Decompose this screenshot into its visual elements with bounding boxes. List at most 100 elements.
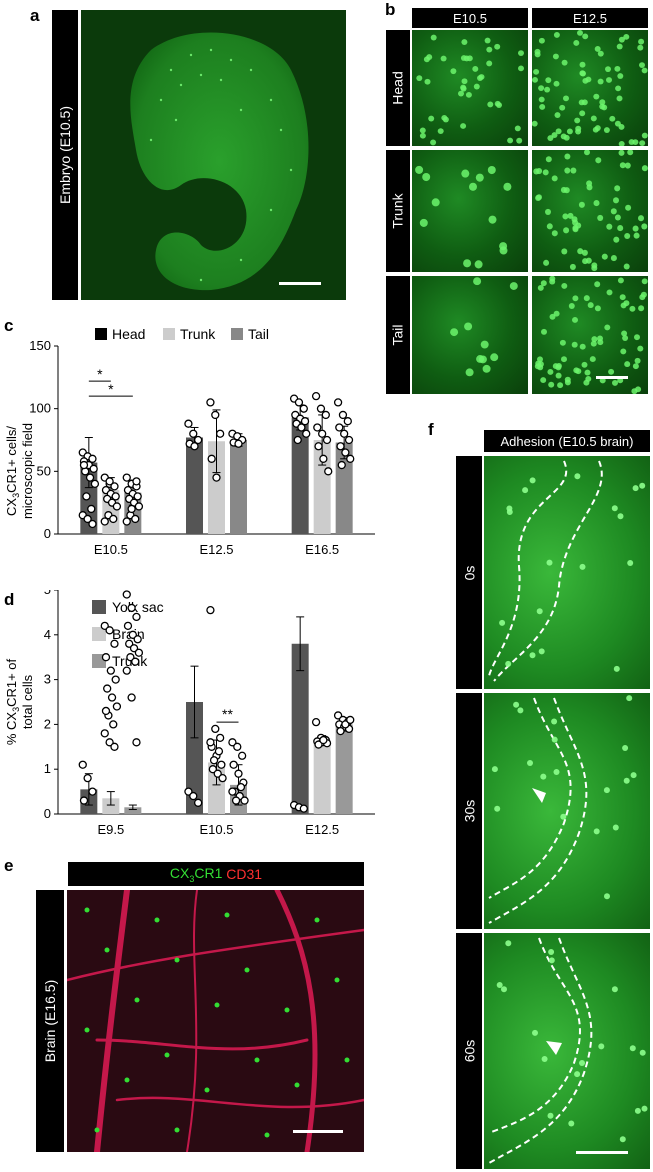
cell-dot bbox=[501, 986, 507, 993]
y-tick-label: 50 bbox=[37, 463, 51, 478]
data-point bbox=[82, 492, 91, 501]
cell-dot bbox=[484, 37, 491, 44]
data-point bbox=[83, 514, 92, 524]
panel-e-side-label-text: Brain (E16.5) bbox=[42, 979, 59, 1063]
scale-bar bbox=[279, 282, 321, 285]
cell-dot bbox=[578, 201, 585, 208]
cell-dot bbox=[634, 1107, 641, 1114]
panel-a-side-label-text: Embryo (E10.5) bbox=[57, 105, 74, 205]
cell-dot bbox=[561, 59, 568, 66]
cell-dot bbox=[631, 388, 638, 394]
x-tick-label: E10.5 bbox=[200, 822, 234, 837]
cell-dot bbox=[516, 137, 523, 144]
cell-dot bbox=[490, 353, 499, 362]
cell-dot bbox=[634, 357, 641, 364]
cell-dot bbox=[559, 104, 566, 111]
cell-dot bbox=[632, 485, 639, 492]
panel-label-e: e bbox=[4, 856, 14, 875]
cell-dot bbox=[478, 74, 485, 80]
cell-dot bbox=[571, 341, 578, 348]
significance-marker: ** bbox=[222, 706, 233, 722]
cell-dot bbox=[547, 369, 554, 375]
title-cx3cr1-suffix: CR1 bbox=[194, 864, 223, 881]
timelapse-frame-60s bbox=[484, 933, 650, 1169]
cell-dot bbox=[419, 127, 426, 134]
data-point bbox=[79, 460, 89, 470]
bar bbox=[102, 798, 120, 814]
chart-c-ylabel-line2: microscopic field bbox=[20, 423, 35, 519]
data-point bbox=[311, 718, 321, 727]
cell-dot bbox=[638, 215, 644, 222]
cell-dot bbox=[641, 1105, 648, 1112]
cell-dot bbox=[572, 317, 578, 323]
cell-dot bbox=[574, 473, 581, 480]
panel-f-row-30s: 30s bbox=[456, 693, 482, 929]
cell-dot bbox=[639, 140, 646, 146]
cell-dot bbox=[641, 278, 648, 285]
cell-dot bbox=[624, 162, 631, 169]
x-tick-label: E12.5 bbox=[305, 822, 339, 837]
data-point bbox=[346, 715, 355, 725]
data-point bbox=[231, 796, 241, 805]
data-point bbox=[109, 720, 118, 729]
cell-dot bbox=[568, 303, 575, 309]
data-point bbox=[132, 738, 141, 747]
cell-dot bbox=[603, 127, 610, 133]
cell-dot bbox=[560, 133, 567, 140]
data-point bbox=[189, 429, 198, 438]
vessel-outline bbox=[488, 937, 648, 1164]
cell-dot bbox=[605, 66, 611, 73]
cell-dot bbox=[629, 1045, 636, 1052]
cell-dot bbox=[560, 186, 567, 194]
data-point bbox=[299, 804, 308, 813]
cell-dot bbox=[614, 120, 621, 127]
cell-dot bbox=[611, 986, 618, 993]
bar bbox=[335, 724, 353, 814]
cell-dot bbox=[578, 99, 585, 106]
legend-label-yolk-sac: Yolk sac bbox=[112, 599, 164, 615]
brain-vasculature-micrograph bbox=[67, 890, 364, 1152]
cell-dot bbox=[604, 893, 610, 900]
cell-dot bbox=[546, 223, 553, 230]
legend-label-tail: Tail bbox=[248, 326, 269, 342]
cell-dot bbox=[626, 695, 633, 702]
cell-dot bbox=[617, 513, 624, 520]
bar bbox=[208, 441, 225, 534]
cell-dot bbox=[623, 263, 630, 270]
cell-dot bbox=[581, 249, 588, 256]
cell-dot bbox=[597, 78, 604, 85]
cell-dot bbox=[545, 208, 551, 215]
data-point bbox=[214, 747, 224, 756]
cell-dot bbox=[441, 114, 448, 121]
cell-dot bbox=[564, 153, 571, 160]
data-point bbox=[346, 454, 355, 463]
data-point bbox=[134, 502, 144, 511]
cell-dot bbox=[574, 1071, 581, 1078]
arrowhead-icon bbox=[532, 788, 546, 803]
cell-dots bbox=[532, 30, 648, 146]
cell-dot bbox=[623, 33, 630, 40]
panel-label-f: f bbox=[428, 420, 434, 439]
data-point bbox=[228, 787, 237, 796]
significance-marker: * bbox=[97, 366, 103, 382]
cell-dot bbox=[621, 330, 628, 337]
data-point bbox=[311, 391, 321, 401]
cell-dots bbox=[415, 165, 512, 269]
data-point bbox=[335, 423, 344, 432]
cell-dot bbox=[637, 44, 644, 51]
data-point bbox=[193, 435, 203, 445]
scale-bar bbox=[576, 1151, 628, 1154]
cell-dot bbox=[591, 336, 598, 343]
cell-dot bbox=[561, 282, 568, 289]
chart-d-ylabel-line1: % CX3CR1+ of bbox=[4, 658, 21, 745]
data-point bbox=[313, 423, 322, 432]
bar bbox=[313, 740, 331, 814]
data-point bbox=[316, 404, 326, 413]
cell-dot bbox=[561, 248, 568, 255]
cell-dot bbox=[582, 33, 589, 40]
chart-c-ylabel-line1: CX3CR1+ cells/ bbox=[4, 426, 21, 516]
cell-dot bbox=[609, 115, 616, 122]
significance-marker: * bbox=[108, 381, 114, 397]
cell-dot bbox=[547, 135, 554, 141]
data-point bbox=[344, 435, 354, 445]
